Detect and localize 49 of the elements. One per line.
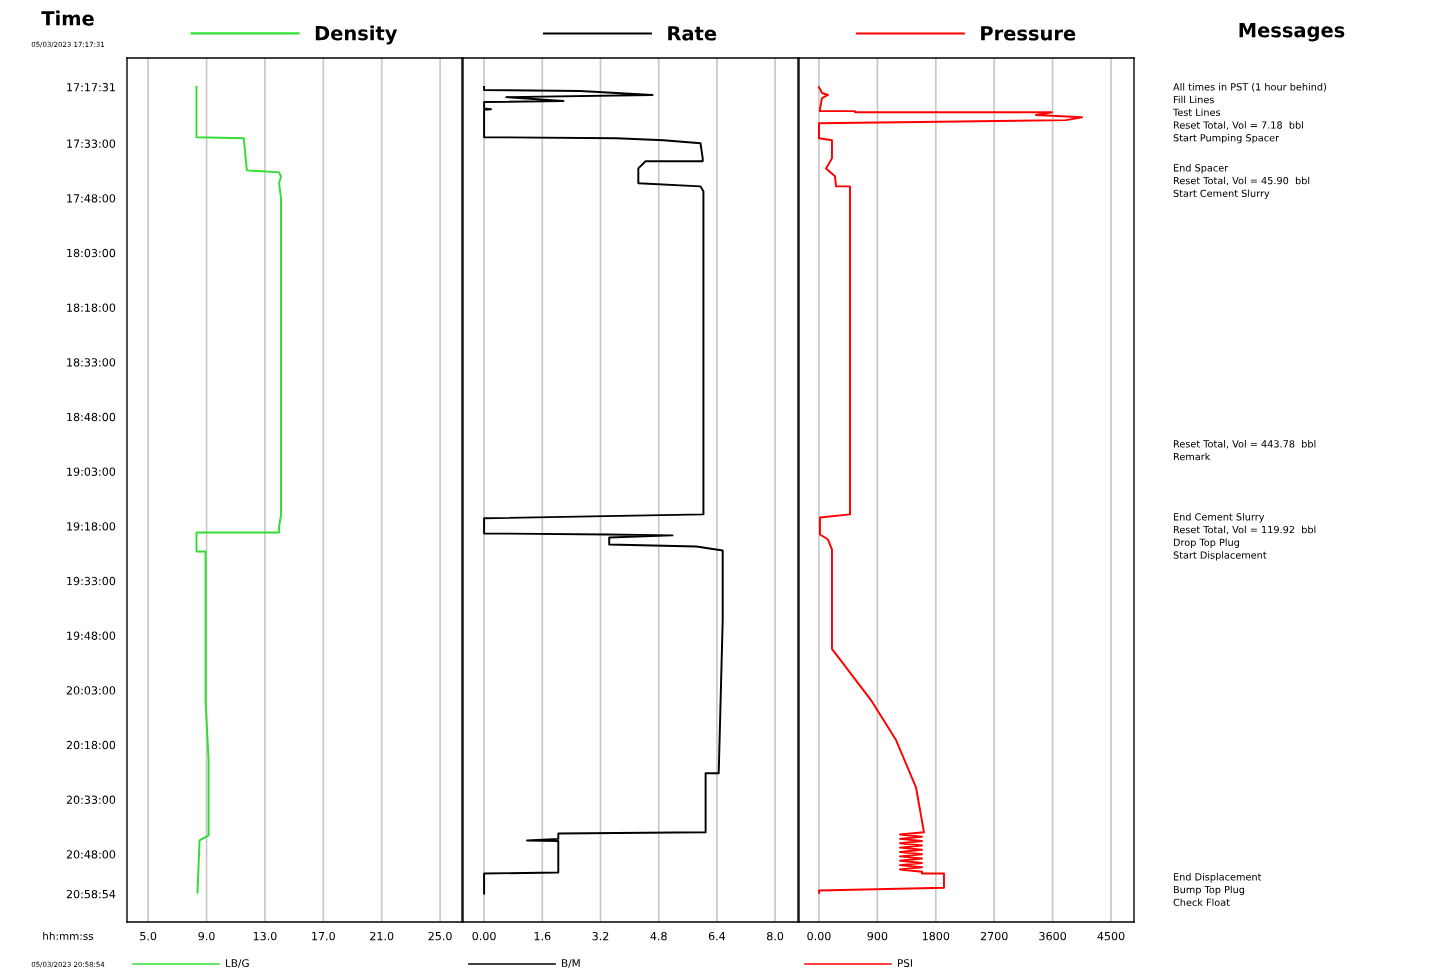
x-tick-label: 3600 — [1039, 931, 1067, 941]
x-tick-label: 13.0 — [253, 931, 277, 941]
y-tick-label: 20:48:00 — [66, 850, 116, 859]
x-tick-label: 0.00 — [807, 931, 831, 941]
y-tick-label: 17:48:00 — [67, 194, 116, 203]
x-axis-title: B/M — [562, 959, 580, 968]
x-tick-label: 4500 — [1097, 931, 1125, 941]
text: Messages — [1239, 23, 1345, 42]
x-tick-label: 1800 — [922, 931, 950, 941]
x-tick-label: 9.0 — [198, 931, 215, 941]
y-tick-label: 20:03:00 — [66, 686, 116, 695]
text: hh:mm:ss — [43, 931, 94, 941]
text: Density — [315, 25, 398, 45]
x-tick-label: 4.8 — [650, 931, 667, 941]
x-tick-label: 6.4 — [708, 931, 726, 941]
x-tick-label: 3.2 — [592, 931, 609, 941]
y-tick-label: 19:33:00 — [67, 576, 116, 586]
x-tick-label: 25.0 — [428, 931, 452, 941]
y-tick-label: 18:48:00 — [67, 412, 116, 422]
x-tick-label: 1.6 — [534, 931, 551, 941]
y-tick-label: 18:03:00 — [67, 248, 116, 258]
text: All times in PST (1 hour behind) Fill Lines Test Lines Reset Total, Vol = 7.18 bbl Start Pumping Spacer — [1172, 83, 1327, 144]
y-tick-label: 20:33:00 — [66, 795, 116, 804]
y-tick-label: 18:18:00 — [67, 303, 116, 312]
x-tick-label: 21.0 — [370, 931, 394, 941]
y-tick-label: 17:33:00 — [67, 139, 116, 148]
text: Pressure — [981, 26, 1076, 41]
y-tick-label: 20:58:54 — [66, 889, 116, 899]
x-tick-label: 900 — [867, 931, 888, 941]
x-axis-title: LB/G — [226, 959, 249, 968]
text: Reset Total, Vol = 443.78 bbl Remark — [1173, 440, 1316, 461]
text: End Displacement Bump Top Plug Check Float — [1173, 873, 1262, 906]
y-axis-title: Time — [41, 10, 94, 26]
y-tick-label: 18:33:00 — [67, 358, 116, 367]
x-tick-label: 17.0 — [312, 931, 335, 941]
line-series — [195, 86, 282, 894]
text: Rate — [668, 26, 717, 41]
y-tick-label: 17:17:31 — [67, 83, 115, 92]
text: End Spacer Reset Total, Vol = 45.90 bbl Start Cement Slurry — [1173, 164, 1310, 199]
y-tick-label: 19:18:00 — [67, 522, 116, 531]
y-tick-label: 19:03:00 — [67, 467, 116, 476]
x-tick-label: 5.0 — [140, 931, 157, 941]
x-tick-label: 8.0 — [767, 931, 784, 941]
x-axis-title: PSI — [898, 959, 912, 968]
x-tick-label: 2700 — [980, 931, 1008, 941]
y-tick-label: 19:48:00 — [67, 631, 116, 640]
x-tick-label: 0.00 — [472, 931, 496, 941]
y-tick-label: 20:18:00 — [66, 740, 116, 750]
text: End Cement Slurry Reset Total, Vol = 119.92 bbl Drop Top Plug Start Displacement — [1173, 513, 1316, 561]
